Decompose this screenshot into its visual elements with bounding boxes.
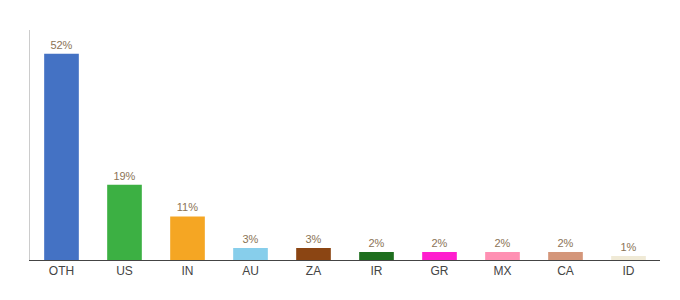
svg-text:19%: 19%	[113, 170, 135, 182]
svg-text:CA: CA	[557, 264, 574, 278]
svg-text:2%: 2%	[431, 237, 447, 249]
svg-text:52%: 52%	[50, 39, 72, 51]
svg-text:2%: 2%	[494, 237, 510, 249]
svg-text:IN: IN	[182, 264, 194, 278]
svg-text:11%: 11%	[177, 201, 198, 213]
svg-text:3%: 3%	[242, 233, 258, 245]
svg-text:ID: ID	[623, 264, 635, 278]
svg-text:IR: IR	[371, 264, 383, 278]
svg-text:2%: 2%	[368, 237, 384, 249]
svg-text:US: US	[116, 264, 133, 278]
svg-text:1%: 1%	[620, 241, 636, 253]
svg-text:MX: MX	[494, 264, 512, 278]
svg-text:GR: GR	[431, 264, 449, 278]
svg-text:OTH: OTH	[49, 264, 74, 278]
svg-text:ZA: ZA	[306, 264, 321, 278]
svg-text:3%: 3%	[305, 233, 321, 245]
svg-text:AU: AU	[242, 264, 259, 278]
svg-text:2%: 2%	[557, 237, 573, 249]
